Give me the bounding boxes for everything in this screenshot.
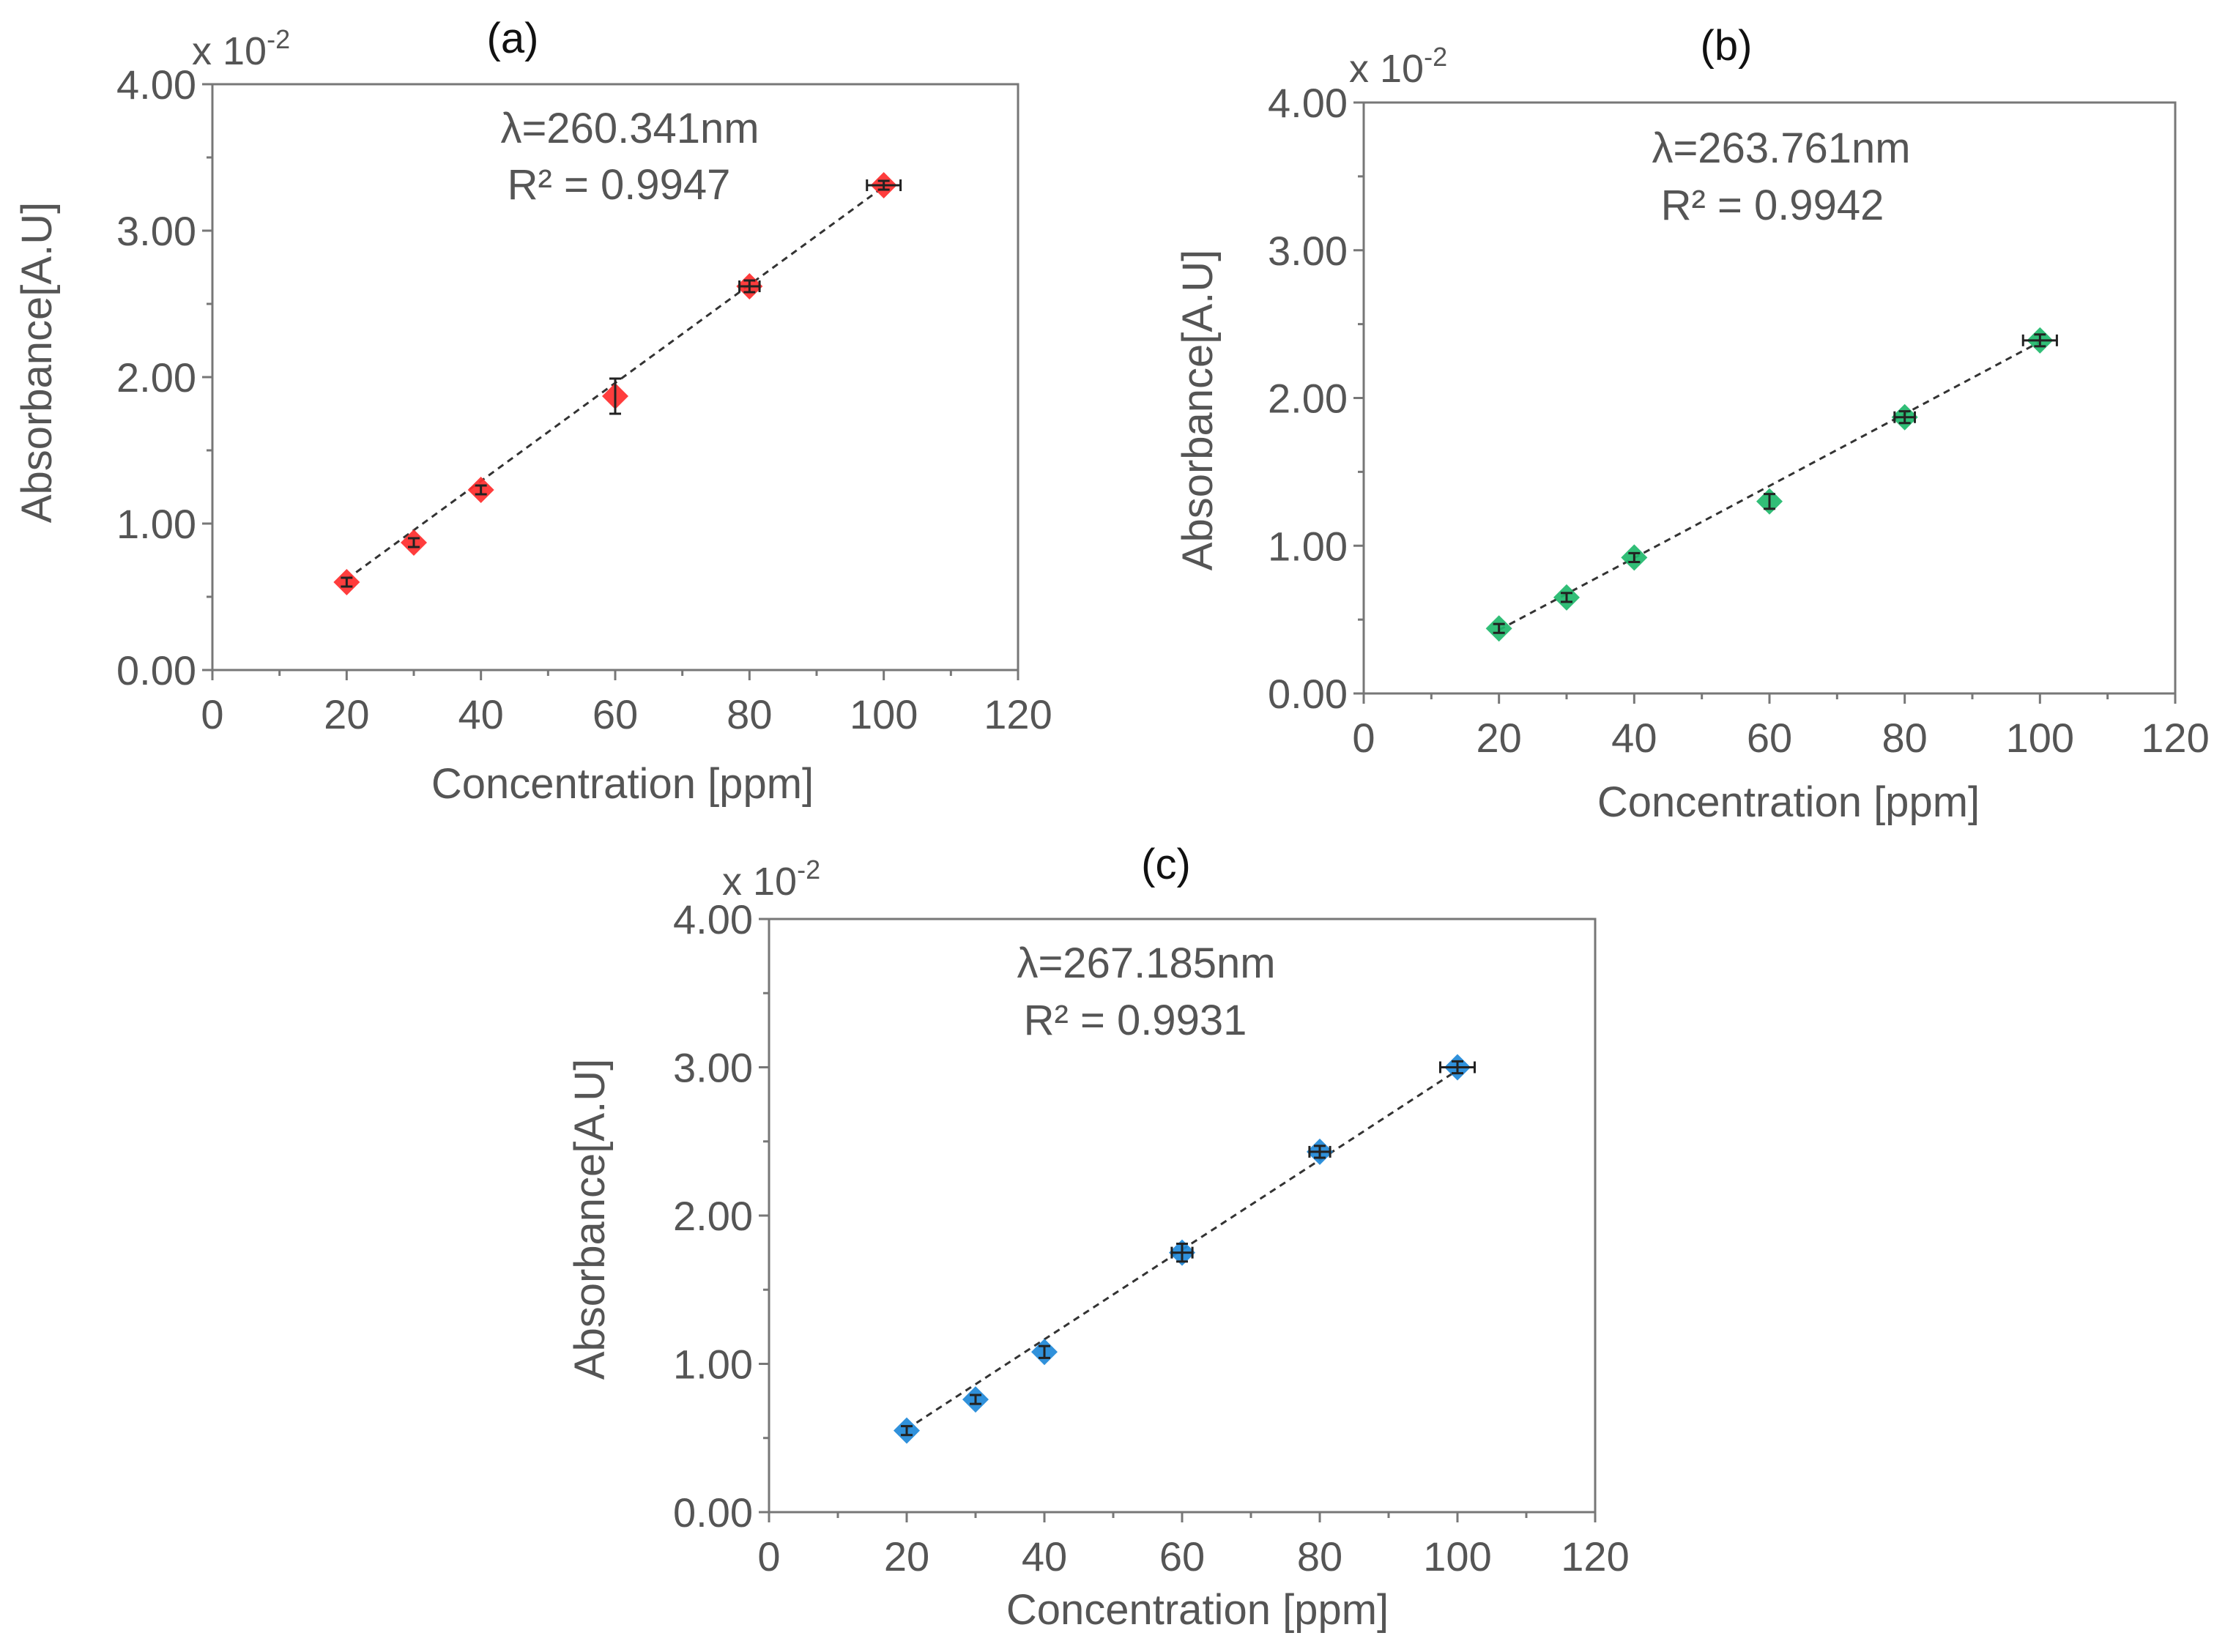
wavelength-annotation: λ=260.341nm <box>500 105 759 152</box>
y-axis-title: Absorbance[A.U] <box>566 1059 614 1380</box>
x-tick-label: 0 <box>757 1533 780 1580</box>
y-tick-label: 2.00 <box>1268 376 1348 422</box>
y-tick-label: 0.00 <box>1268 671 1348 717</box>
x-tick-label: 80 <box>727 691 772 737</box>
y-tick-label: 3.00 <box>116 208 196 254</box>
scale-factor-exponent: -2 <box>797 855 820 885</box>
y-tick-label: 1.00 <box>1268 523 1348 569</box>
x-axis-title: Concentration [ppm] <box>1597 778 1980 826</box>
x-tick-label: 0 <box>201 691 223 737</box>
panel-label: (c) <box>1141 841 1191 888</box>
x-tick-label: 120 <box>984 691 1052 737</box>
x-tick-label: 40 <box>458 691 504 737</box>
scale-factor-exponent: -2 <box>1424 42 1447 72</box>
chart-panel-b: (b) x 10-2 λ=263.761nm R² = 0.9942 Conce… <box>1174 22 2210 826</box>
scale-factor-label: x 10-2 <box>1349 42 1447 91</box>
panel-label: (a) <box>487 15 539 62</box>
x-tick-label: 120 <box>2141 715 2209 761</box>
x-tick-label: 120 <box>1561 1533 1629 1580</box>
x-tick-label: 60 <box>1159 1533 1205 1580</box>
scale-factor-base: x 10 <box>192 29 267 73</box>
r-squared-annotation: R² = 0.9947 <box>508 161 731 209</box>
scale-factor-base: x 10 <box>722 860 797 904</box>
x-tick-label: 80 <box>1882 715 1928 761</box>
wavelength-annotation: λ=263.761nm <box>1652 124 1910 172</box>
x-axis-title: Concentration [ppm] <box>1006 1586 1389 1634</box>
x-tick-label: 20 <box>324 691 369 737</box>
y-axis-title: Absorbance[A.U] <box>13 202 61 523</box>
y-tick-label: 1.00 <box>673 1342 753 1388</box>
x-axis-title: Concentration [ppm] <box>431 760 814 808</box>
y-tick-label: 4.00 <box>116 62 196 108</box>
chart-panel-c: (c) x 10-2 λ=267.185nm R² = 0.9931 Conce… <box>566 841 1630 1634</box>
y-tick-label: 0.00 <box>673 1489 753 1536</box>
trendline <box>1498 341 2041 631</box>
r-squared-annotation: R² = 0.9942 <box>1661 182 1884 229</box>
y-tick-label: 1.00 <box>116 501 196 547</box>
x-tick-label: 100 <box>2006 715 2074 761</box>
y-tick-label: 0.00 <box>116 647 196 693</box>
y-tick-label: 3.00 <box>673 1045 753 1091</box>
x-tick-label: 80 <box>1297 1533 1342 1580</box>
scale-factor-label: x 10-2 <box>722 855 820 904</box>
y-tick-label: 3.00 <box>1268 228 1348 274</box>
wavelength-annotation: λ=267.185nm <box>1017 940 1275 987</box>
y-tick-label: 4.00 <box>1268 80 1348 126</box>
chart-panel-a: (a) x 10-2 λ=260.341nm R² = 0.9947 Conce… <box>13 15 1052 808</box>
x-tick-label: 100 <box>850 691 918 737</box>
x-tick-label: 40 <box>1022 1533 1067 1580</box>
scale-factor-label: x 10-2 <box>192 24 290 73</box>
panel-label: (b) <box>1701 22 1753 70</box>
scale-factor-exponent: -2 <box>267 24 290 54</box>
x-tick-label: 40 <box>1611 715 1657 761</box>
y-tick-label: 2.00 <box>673 1193 753 1239</box>
scale-factor-base: x 10 <box>1349 47 1424 91</box>
x-tick-label: 100 <box>1423 1533 1491 1580</box>
x-tick-label: 60 <box>593 691 638 737</box>
x-tick-label: 20 <box>1477 715 1522 761</box>
y-axis-title: Absorbance[A.U] <box>1174 250 1222 570</box>
x-tick-label: 20 <box>884 1533 929 1580</box>
r-squared-annotation: R² = 0.9931 <box>1024 997 1247 1044</box>
y-tick-label: 2.00 <box>116 354 196 401</box>
x-tick-label: 0 <box>1352 715 1375 761</box>
y-tick-label: 4.00 <box>673 896 753 942</box>
x-tick-label: 60 <box>1747 715 1792 761</box>
